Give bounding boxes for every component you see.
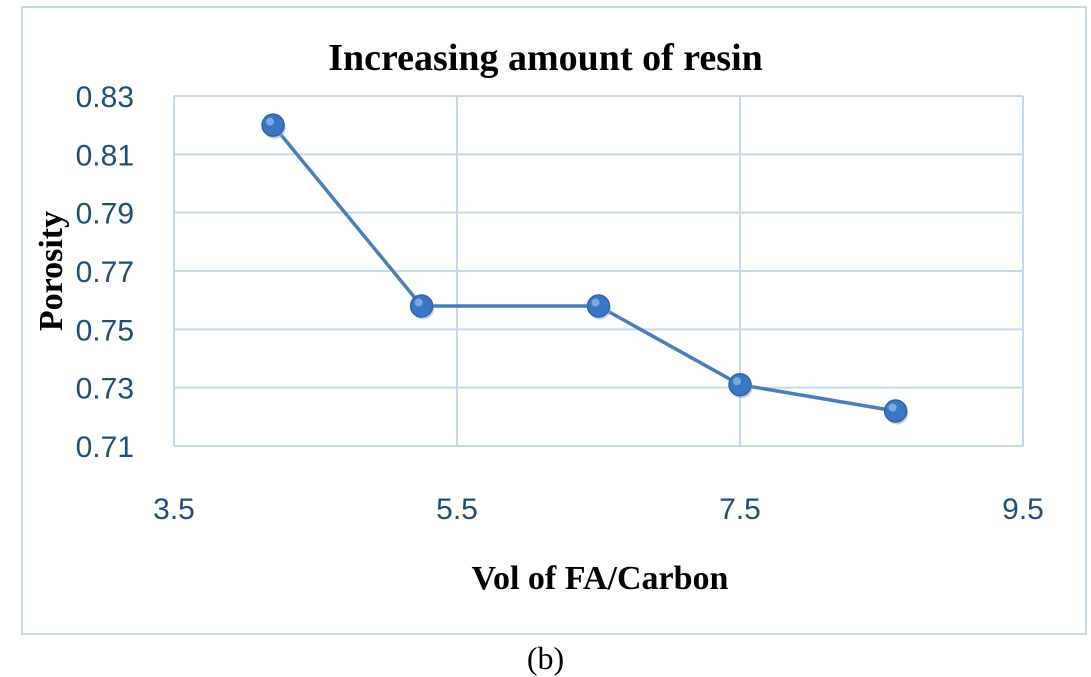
chart-frame [21, 6, 1087, 635]
y-tick-label: 0.81 [76, 139, 134, 172]
data-point-highlight [414, 298, 423, 307]
y-tick-label: 0.79 [76, 198, 134, 231]
x-axis-label: Vol of FA/Carbon [471, 560, 729, 597]
data-point [883, 399, 908, 423]
y-tick-label: 0.83 [76, 81, 134, 114]
chart-title: Increasing amount of resin [328, 37, 763, 79]
x-tick-labels: 3.5 5.5 7.5 9.5 [153, 493, 1044, 526]
grid-lines [173, 95, 1024, 447]
y-tick-label: 0.71 [76, 431, 134, 464]
data-point-highlight [888, 403, 897, 412]
series-line-group [271, 124, 896, 413]
data-point [728, 373, 752, 397]
data-points [261, 113, 909, 425]
y-tick-labels: 0.71 0.73 0.75 0.77 0.79 0.81 0.83 [76, 81, 134, 464]
data-point-highlight [266, 117, 275, 126]
figure-caption: (b) [526, 640, 565, 676]
x-tick-label: 9.5 [1002, 493, 1044, 526]
x-tick-label: 5.5 [436, 493, 478, 526]
series-line [271, 124, 896, 413]
x-tick-label: 3.5 [153, 493, 195, 526]
data-point [409, 294, 434, 318]
data-point [261, 113, 285, 137]
y-axis-label: Porosity [33, 210, 70, 332]
data-point-highlight [733, 377, 741, 386]
data-point-highlight [591, 298, 600, 307]
data-point [586, 294, 611, 318]
y-tick-label: 0.75 [76, 314, 134, 347]
x-tick-label: 7.5 [719, 493, 761, 526]
y-tick-label: 0.77 [76, 256, 134, 289]
y-tick-label: 0.73 [76, 373, 134, 406]
